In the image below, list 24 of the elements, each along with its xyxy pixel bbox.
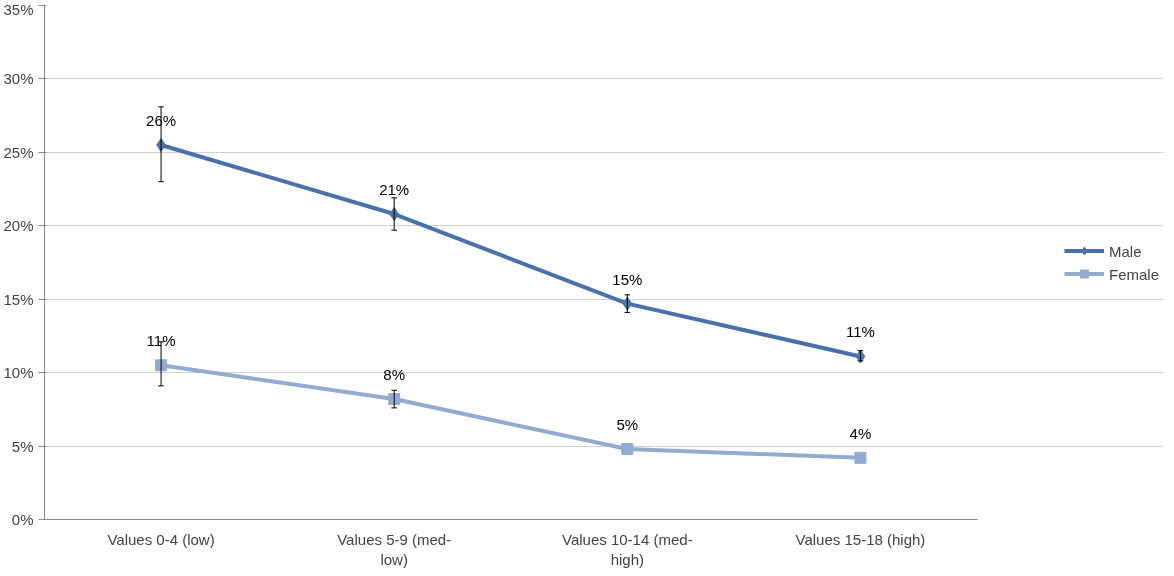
point [854, 451, 867, 464]
data-label: 4% [849, 424, 872, 442]
y-tick-label: 30% [3, 70, 34, 88]
x-tick-label: Values 0-4 (low) [107, 530, 215, 548]
data-label: 15% [612, 270, 643, 288]
y-tick-label: 35% [3, 0, 34, 18]
point [621, 443, 634, 456]
data-label: 8% [383, 366, 406, 384]
point [388, 393, 401, 406]
data-label: 21% [379, 181, 410, 199]
legend-label: Male [1108, 242, 1142, 259]
y-tick-label: 15% [3, 290, 34, 308]
x-tick-label: Values 5-9 (med-low) [337, 530, 452, 568]
data-label: 11% [146, 332, 176, 350]
y-tick-label: 10% [3, 364, 34, 382]
y-tick-label: 5% [11, 437, 34, 455]
y-tick-label: 25% [3, 143, 34, 161]
x-tick-label: Values 15-18 (high) [795, 530, 926, 548]
data-label: 5% [616, 416, 639, 434]
legend-label: Female [1108, 265, 1159, 282]
y-tick-label: 20% [3, 217, 34, 235]
x-tick-label: Values 10-14 (med-high) [562, 530, 693, 568]
data-label: 11% [845, 323, 875, 341]
y-tick-label: 0% [11, 511, 34, 528]
